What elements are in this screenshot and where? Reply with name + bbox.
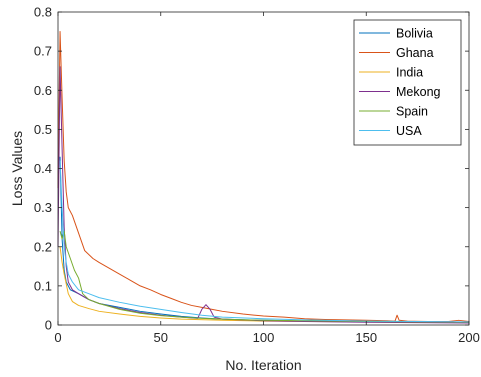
y-tick-label: 0.1 (34, 278, 52, 293)
y-tick-label: 0.8 (34, 5, 52, 20)
legend-label-usa: USA (396, 124, 422, 138)
legend-label-mekong: Mekong (396, 85, 441, 99)
y-tick-label: 0 (45, 318, 52, 333)
legend-label-india: India (396, 66, 423, 80)
legend-label-bolivia: Bolivia (396, 27, 433, 41)
x-tick-label: 100 (253, 330, 275, 345)
x-axis-label: No. Iteration (225, 357, 301, 373)
y-tick-label: 0.4 (34, 161, 52, 176)
x-tick-label: 200 (458, 330, 480, 345)
x-tick-label: 50 (154, 330, 168, 345)
x-tick-label: 0 (54, 330, 61, 345)
y-tick-label: 0.7 (34, 44, 52, 59)
series-layer (57, 31, 470, 324)
series-line-usa (59, 160, 470, 323)
y-axis-label: Loss Values (9, 131, 25, 206)
legend-label-spain: Spain (396, 105, 428, 119)
legend: Bolivia Ghana India Mekong Spain USA (353, 19, 462, 146)
axes-layer: 0 50 100 150 200 0 0.1 0.2 0.3 0.4 0.5 0.6 0.7 0.8 (34, 5, 480, 346)
series-line-india (59, 246, 470, 324)
series-line-ghana (57, 31, 470, 322)
y-tick-label: 0.5 (34, 122, 52, 137)
y-tick-label: 0.6 (34, 83, 52, 98)
legend-box (353, 19, 462, 146)
y-tick-label: 0.2 (34, 239, 52, 254)
series-line-spain (59, 230, 470, 323)
x-tick-label: 150 (355, 330, 377, 345)
legend-label-ghana: Ghana (396, 46, 434, 60)
y-tick-label: 0.3 (34, 200, 52, 215)
